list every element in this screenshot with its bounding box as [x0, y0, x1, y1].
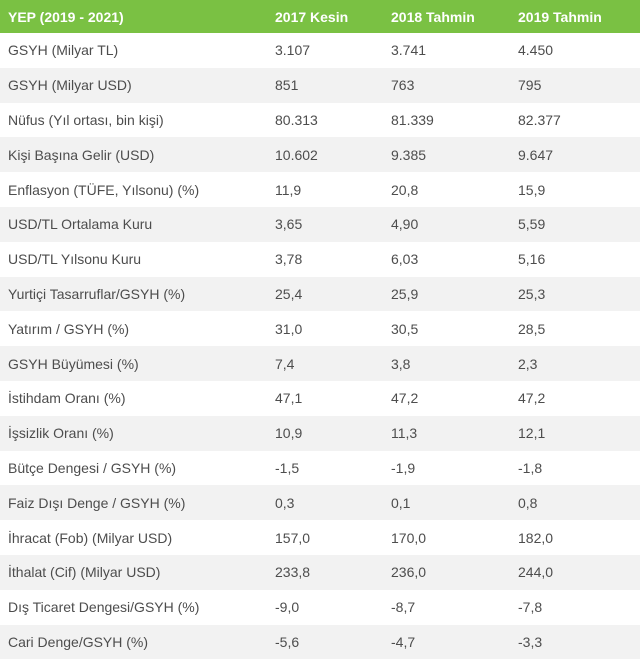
table-body: GSYH (Milyar TL) 3.107 3.741 4.450 GSYH (Mil… [0, 33, 640, 660]
value-2017: -9,0 [275, 599, 300, 616]
value-2018: -8,7 [391, 599, 416, 616]
value-2018: 9.385 [391, 146, 427, 163]
value-2019: -3,3 [518, 633, 543, 650]
row-label: USD/TL Yılsonu Kuru [8, 251, 142, 268]
table-row: USD/TL Ortalama Kuru 3,65 4,90 5,59 [0, 206, 640, 242]
value-2017: 11,9 [275, 181, 302, 198]
value-2019: 5,59 [518, 216, 546, 233]
table-row: İstihdam Oranı (%) 47,1 47,2 47,2 [0, 380, 640, 416]
value-2019: 47,2 [518, 390, 546, 407]
value-2017: 233,8 [275, 564, 311, 581]
value-2019: -7,8 [518, 599, 543, 616]
value-2017: 7,4 [275, 355, 295, 372]
table-row: GSYH (Milyar USD) 851 763 795 [0, 67, 640, 103]
value-2017: 80.313 [275, 111, 318, 128]
table-row: İşsizlik Oranı (%) 10,9 11,3 12,1 [0, 415, 640, 451]
value-2018: 30,5 [391, 320, 419, 337]
row-label: İthalat (Cif) (Milyar USD) [8, 564, 161, 581]
table-row: Cari Denge/GSYH (%) -5,6 -4,7 -3,3 [0, 624, 640, 660]
value-2019: 9.647 [518, 146, 554, 163]
value-2017: 3,65 [275, 216, 303, 233]
value-2018: -1,9 [391, 459, 416, 476]
table-row: İthalat (Cif) (Milyar USD) 233,8 236,0 244,… [0, 554, 640, 590]
value-2017: -5,6 [275, 633, 300, 650]
value-2018: 0,1 [391, 494, 411, 511]
row-label: İşsizlik Oranı (%) [8, 425, 114, 442]
row-label: Faiz Dışı Denge / GSYH (%) [8, 494, 186, 511]
header-2019-tahmin: 2019 Tahmin [518, 8, 602, 25]
value-2019: 0,8 [518, 494, 538, 511]
table-row: Dış Ticaret Dengesi/GSYH (%) -9,0 -8,7 -7,8 [0, 589, 640, 625]
row-label: USD/TL Ortalama Kuru [8, 216, 153, 233]
value-2017: 3.107 [275, 42, 311, 59]
header-2018-tahmin: 2018 Tahmin [391, 8, 475, 25]
header-2017-kesin: 2017 Kesin [275, 8, 349, 25]
row-label: Yatırım / GSYH (%) [8, 320, 130, 337]
table-row: GSYH Büyümesi (%) 7,4 3,8 2,3 [0, 346, 640, 381]
value-2018: 3,8 [391, 355, 411, 372]
value-2019: -1,8 [518, 459, 543, 476]
value-2018: 47,2 [391, 390, 419, 407]
value-2018: 6,03 [391, 251, 419, 268]
value-2019: 244,0 [518, 564, 554, 581]
value-2018: 25,9 [391, 285, 419, 302]
value-2019: 28,5 [518, 320, 546, 337]
value-2018: 236,0 [391, 564, 427, 581]
value-2017: 10,9 [275, 425, 303, 442]
table-row: USD/TL Yılsonu Kuru 3,78 6,03 5,16 [0, 241, 640, 277]
value-2018: 763 [391, 77, 415, 94]
value-2019: 4.450 [518, 42, 554, 59]
value-2017: 851 [275, 77, 299, 94]
row-label: Yurtiçi Tasarruflar/GSYH (%) [8, 285, 186, 302]
value-2019: 182,0 [518, 529, 554, 546]
row-label: Bütçe Dengesi / GSYH (%) [8, 459, 177, 476]
value-2018: 20,8 [391, 181, 419, 198]
value-2019: 5,16 [518, 251, 546, 268]
value-2017: -1,5 [275, 459, 300, 476]
header-row: YEP (2019 - 2021) 2017 Kesin 2018 Tahmin… [0, 0, 640, 33]
table-row: İhracat (Fob) (Milyar USD) 157,0 170,0 182,… [0, 520, 640, 555]
value-2019: 795 [518, 77, 542, 94]
row-label: Nüfus (Yıl ortası, bin kişi) [8, 111, 164, 128]
value-2017: 25,4 [275, 285, 303, 302]
row-label: Enflasyon (TÜFE, Yılsonu) (%) [8, 181, 200, 198]
table-row: Nüfus (Yıl ortası, bin kişi) 80.313 81.339… [0, 102, 640, 138]
value-2019: 82.377 [518, 111, 561, 128]
row-label: Kişi Başına Gelir (USD) [8, 146, 155, 163]
value-2018: 4,90 [391, 216, 419, 233]
table-row: Kişi Başına Gelir (USD) 10.602 9.385 9.647 [0, 137, 640, 173]
table-row: GSYH (Milyar TL) 3.107 3.741 4.450 [0, 33, 640, 68]
row-label: GSYH (Milyar USD) [8, 77, 132, 94]
value-2017: 157,0 [275, 529, 311, 546]
table-row: Bütçe Dengesi / GSYH (%) -1,5 -1,9 -1,8 [0, 450, 640, 486]
value-2017: 10.602 [275, 146, 318, 163]
value-2018: 3.741 [391, 42, 427, 59]
row-label: Dış Ticaret Dengesi/GSYH (%) [8, 599, 200, 616]
value-2017: 3,78 [275, 251, 303, 268]
value-2017: 0,3 [275, 494, 295, 511]
table-header: YEP (2019 - 2021) 2017 Kesin 2018 Tahmin… [0, 0, 640, 33]
value-2019: 15,9 [518, 181, 546, 198]
row-label: İhracat (Fob) (Milyar USD) [8, 529, 173, 546]
row-label: GSYH (Milyar TL) [8, 42, 119, 59]
value-2018: 170,0 [391, 529, 427, 546]
value-2017: 31,0 [275, 320, 303, 337]
table-row: Yurtiçi Tasarruflar/GSYH (%) 25,4 25,9 25,3 [0, 276, 640, 312]
row-label: İstihdam Oranı (%) [8, 390, 126, 407]
table-row: Enflasyon (TÜFE, Yılsonu) (%) 11,9 20,8 15,… [0, 172, 640, 207]
value-2019: 25,3 [518, 285, 546, 302]
value-2017: 47,1 [275, 390, 303, 407]
row-label: Cari Denge/GSYH (%) [8, 633, 149, 650]
table-row: Faiz Dışı Denge / GSYH (%) 0,3 0,1 0,8 [0, 485, 640, 521]
row-label: GSYH Büyümesi (%) [8, 355, 139, 372]
value-2018: 81.339 [391, 111, 434, 128]
table-row: Yatırım / GSYH (%) 31,0 30,5 28,5 [0, 311, 640, 347]
value-2018: 11,3 [391, 425, 418, 442]
value-2019: 2,3 [518, 355, 538, 372]
value-2018: -4,7 [391, 633, 416, 650]
header-indicator: YEP (2019 - 2021) [8, 8, 124, 25]
value-2019: 12,1 [518, 425, 546, 442]
